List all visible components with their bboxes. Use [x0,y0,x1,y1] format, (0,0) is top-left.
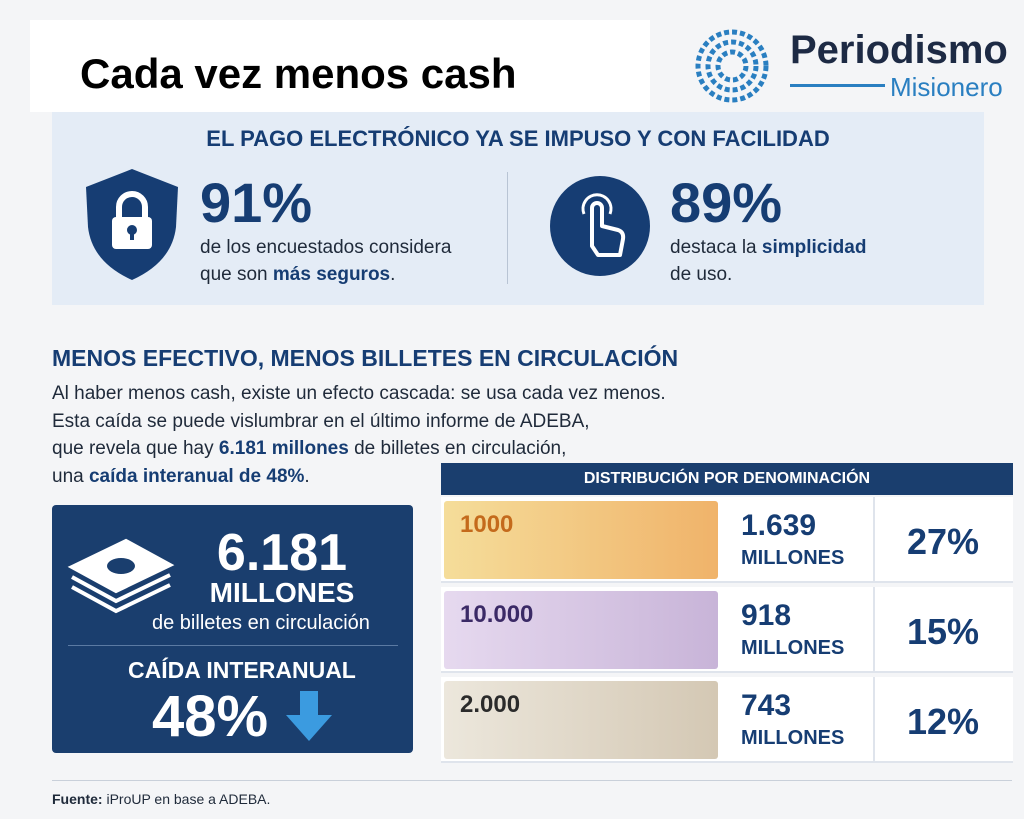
banknote-label: 10.000 [460,601,534,628]
text: destaca la [670,237,762,258]
down-arrow [286,691,332,741]
logo-name: Periodismo [790,28,1008,72]
divider [68,645,398,646]
source-label: Fuente: [52,791,103,807]
paragraph: Al haber menos cash, existe un efecto ca… [52,380,752,490]
emphasis: 6.181 millones [218,438,349,459]
emphasis: más seguros [272,264,391,285]
section-heading: MENOS EFECTIVO, MENOS BILLETES EN CIRCUL… [52,345,679,371]
unit: MILLONES [209,577,355,608]
logo-icon [695,29,769,103]
drop-label: CAÍDA INTERANUAL [128,657,356,683]
stat-text: destaca la simplicidad de uso. [670,234,866,288]
share: 27% [906,521,980,562]
logo-line [790,84,885,87]
emphasis: caída interanual de 48% [88,465,305,487]
money-icon [67,538,175,614]
touch-icon [550,176,650,276]
text: Esta caída se puede vislumbrar en el últ… [52,410,590,432]
amount: 743 [741,689,792,722]
emphasis: simplicidad [761,237,867,258]
text: que revela que hay [52,438,219,459]
text: . [390,264,396,285]
stat-text: de los encuestados considera que son más… [200,234,451,288]
caption: de billetes en circulación [152,612,370,634]
separator [873,677,875,763]
unit: MILLONES [741,547,845,569]
share: 12% [906,701,980,742]
text: una [52,465,89,487]
title-box: Cada vez menos cash [30,20,650,112]
text: de los encuestados considera [200,237,452,258]
table-row: 1000 1.639 MILLONES 27% [441,497,1013,583]
unit: MILLONES [741,637,845,659]
section-heading: EL PAGO ELECTRÓNICO YA SE IMPUSO Y CON F… [206,126,830,151]
text: de billetes en circulación, [348,438,567,459]
electronic-panel: EL PAGO ELECTRÓNICO YA SE IMPUSO Y CON F… [52,112,984,305]
banknote: 1000 [444,501,718,579]
text: que son [200,264,273,285]
divider [507,172,508,284]
banknote-label: 1000 [460,511,514,538]
table-heading: DISTRIBUCIÓN POR DENOMINACIÓN [441,463,1013,495]
text: . [304,465,310,487]
drop-value: 48% [152,684,269,749]
text: Al haber menos cash, existe un efecto ca… [52,383,666,404]
summary-box: 6.181 MILLONES de billetes en circulació… [52,505,413,753]
amount: 1.639 [741,509,817,542]
banknote-label: 2.000 [460,691,521,718]
table-row: 2.000 743 MILLONES 12% [441,677,1013,763]
separator [873,587,875,673]
amount: 6.181 [216,524,348,582]
rule [52,780,1012,781]
banknote: 2.000 [444,681,718,759]
title: Cada vez menos cash [80,50,517,97]
stat-value: 89% [670,171,783,234]
source-text: iProUP en base a ADEBA. [102,791,271,807]
table-row: 10.000 918 MILLONES 15% [441,587,1013,673]
text: de uso. [670,264,733,285]
shield-icon [86,169,178,280]
stat-value: 91% [200,171,313,234]
share: 15% [906,611,980,652]
separator [873,497,875,583]
source: Fuente: iProUP en base a ADEBA. [52,791,270,807]
amount: 918 [741,599,792,632]
banknote: 10.000 [444,591,718,669]
logo-sub: Misionero [890,72,1003,102]
unit: MILLONES [741,727,845,749]
